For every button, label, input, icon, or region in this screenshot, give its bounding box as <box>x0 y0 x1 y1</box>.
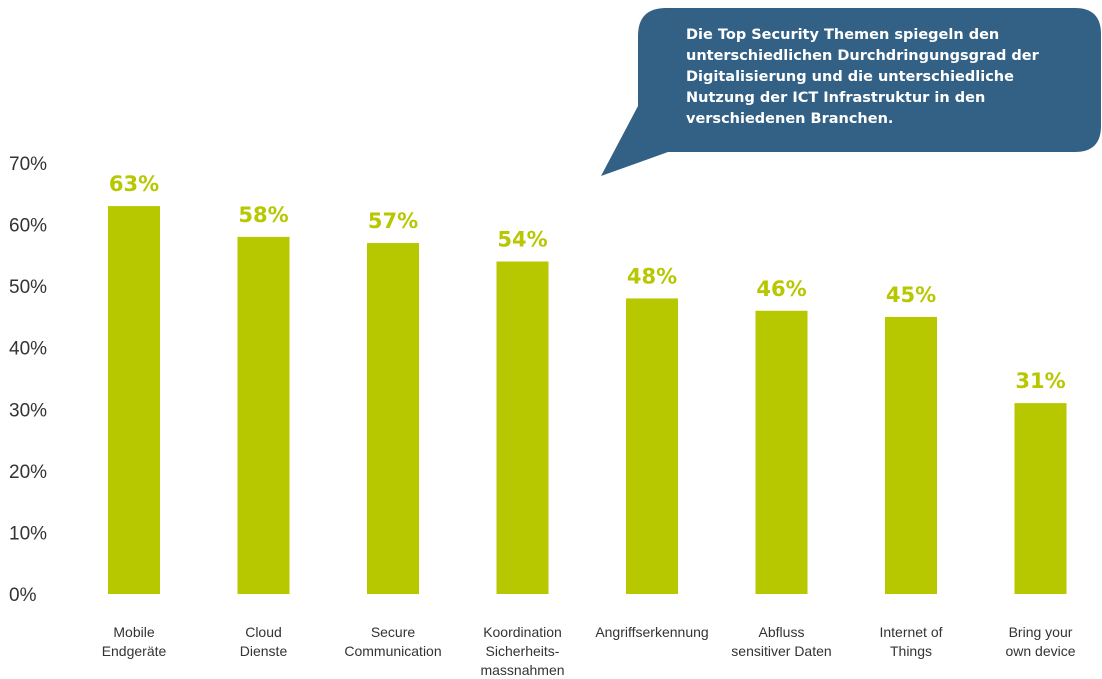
bar <box>1014 403 1067 594</box>
value-label: 48% <box>627 264 677 288</box>
callout-line: verschiedenen Branchen. <box>686 111 893 127</box>
callout-line: Nutzung der ICT Infrastruktur in den <box>686 90 985 106</box>
value-label: 45% <box>886 283 936 307</box>
bar <box>108 206 160 594</box>
category-label: Angriffserkennung <box>595 624 708 640</box>
y-tick-label: 60% <box>9 216 47 237</box>
category-label: Mobile <box>113 624 154 640</box>
y-tick-label: 20% <box>9 462 47 483</box>
category-label: Cloud <box>245 624 282 640</box>
category-label: Endgeräte <box>102 643 167 659</box>
category-label: Things <box>890 643 932 659</box>
category-label: Dienste <box>240 643 288 659</box>
bar <box>626 298 678 594</box>
category-label: Communication <box>344 643 441 659</box>
callout-line: Die Top Security Themen spiegeln den <box>686 27 999 43</box>
y-tick-label: 40% <box>9 339 47 360</box>
callout-line: unterschiedlichen Durchdringungsgrad der <box>686 48 1040 64</box>
y-axis: 0% 10% 20% 30% 40% 50% 60% 70% <box>9 154 47 606</box>
value-label: 54% <box>497 228 547 252</box>
x-axis: Mobile Endgeräte Cloud Dienste Secure Communi… <box>102 624 1076 678</box>
y-tick-label: 30% <box>9 400 47 421</box>
bars <box>108 206 1067 595</box>
category-label: massnahmen <box>480 662 564 678</box>
value-label: 63% <box>109 172 159 196</box>
category-label: sensitiver Daten <box>731 643 831 659</box>
bar <box>755 310 808 594</box>
bar <box>496 261 549 594</box>
callout-bubble: Die Top Security Themen spiegeln den unt… <box>601 8 1101 176</box>
y-tick-label: 0% <box>9 585 37 606</box>
callout-shape <box>601 8 1101 176</box>
value-label: 58% <box>238 203 288 227</box>
value-label: 57% <box>368 209 418 233</box>
y-tick-label: 50% <box>9 277 47 298</box>
category-label: Koordination <box>483 624 562 640</box>
category-label: Sicherheits- <box>486 643 560 659</box>
y-tick-label: 10% <box>9 523 47 544</box>
category-label: Internet of <box>879 624 942 640</box>
category-label: Abfluss <box>759 624 805 640</box>
bar <box>237 236 290 594</box>
y-tick-label: 70% <box>9 154 47 175</box>
category-label: Secure <box>371 624 416 640</box>
bar <box>885 316 937 594</box>
value-label: 31% <box>1015 369 1065 393</box>
value-label: 46% <box>756 277 806 301</box>
bar <box>367 243 419 595</box>
category-label: Bring your <box>1009 624 1073 640</box>
callout-line: Digitalisierung und die unterschiedliche <box>686 69 1014 85</box>
category-label: own device <box>1005 643 1075 659</box>
value-labels: 63% 58% 57% 54% 48% 46% 45% 31% <box>109 172 1066 393</box>
